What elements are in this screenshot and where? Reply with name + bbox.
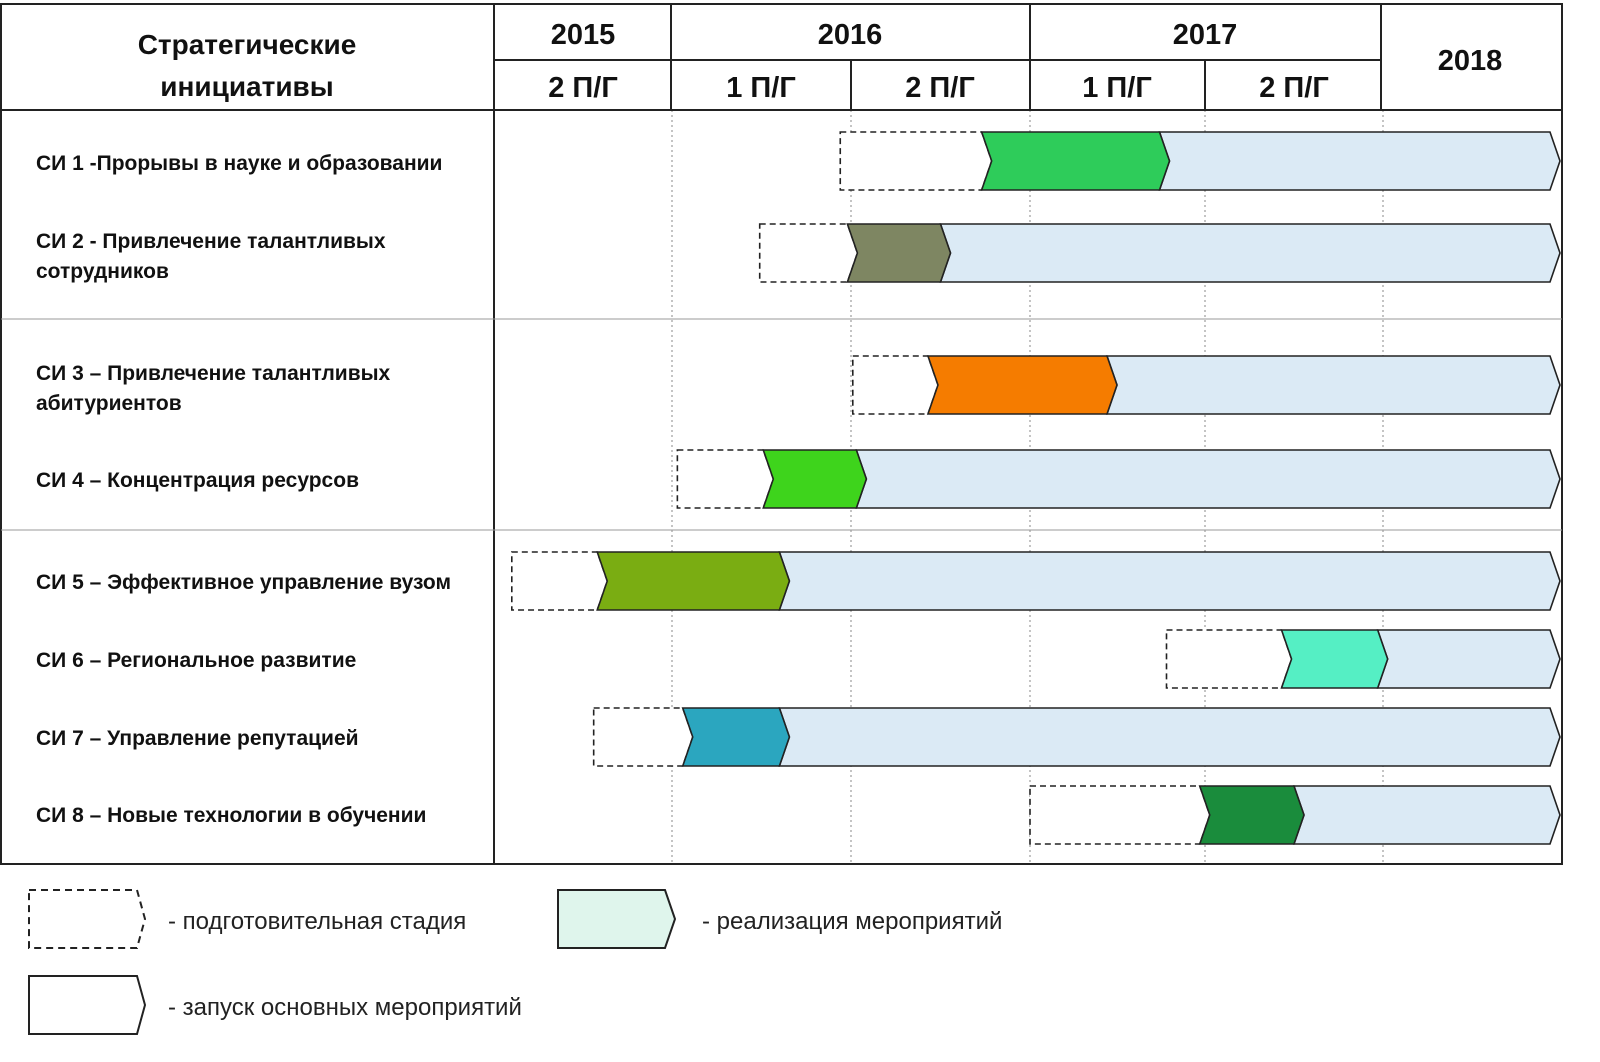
bar-implementation-si8 xyxy=(1292,785,1561,845)
bar-launch-si5 xyxy=(596,551,791,611)
bar-implementation-si5 xyxy=(778,551,1561,611)
initiative-label-si3: абитуриентов xyxy=(36,392,182,415)
bar-implementation-si2 xyxy=(939,223,1561,283)
bar-launch-si4 xyxy=(762,449,868,509)
table-border xyxy=(0,3,1563,865)
bar-launch-si3 xyxy=(926,355,1118,415)
bar-preparation-si4 xyxy=(676,449,775,509)
bar-implementation-si3 xyxy=(1105,355,1561,415)
initiative-label-si5: СИ 5 – Эффективное управление вузом xyxy=(36,571,451,594)
legend-text-preparation: - подготовительная стадия xyxy=(168,908,466,935)
initiative-label-si3: СИ 3 – Привлечение талантливых xyxy=(36,362,391,385)
bar-preparation-si2 xyxy=(758,223,859,283)
bar-preparation-si1 xyxy=(839,131,993,191)
initiative-label-si2: СИ 2 - Привлечение талантливых xyxy=(36,230,386,253)
header-year-2016: 2016 xyxy=(818,19,883,51)
header-year-2018: 2018 xyxy=(1438,45,1503,77)
bar-launch-si1 xyxy=(980,131,1171,191)
bar-implementation-si6 xyxy=(1376,629,1561,689)
legend-swatch-preparation xyxy=(28,889,147,949)
initiative-label-si2: сотрудников xyxy=(36,260,169,283)
header-initiatives-label: Стратегические xyxy=(138,29,357,60)
initiative-label-si8: СИ 8 – Новые технологии в обучении xyxy=(36,804,426,827)
bar-implementation-si7 xyxy=(778,707,1561,767)
bar-implementation-si1 xyxy=(1158,131,1561,191)
bar-preparation-si5 xyxy=(510,551,609,611)
bar-preparation-si3 xyxy=(851,355,939,415)
initiative-label-si1: СИ 1 -Прорывы в науке и образовании xyxy=(36,152,442,175)
legend-text-implementation: - реализация мероприятий xyxy=(702,908,1002,935)
legend-swatch-implementation xyxy=(557,889,677,949)
legend-text-launch: - запуск основных мероприятий xyxy=(168,994,522,1021)
header-half-2017-5: 2 П/Г xyxy=(1259,72,1329,104)
bar-implementation-si4 xyxy=(855,449,1561,509)
initiative-label-si7: СИ 7 – Управление репутацией xyxy=(36,727,359,750)
initiative-label-si4: СИ 4 – Концентрация ресурсов xyxy=(36,469,359,492)
header-half-2015-1: 2 П/Г xyxy=(548,72,618,104)
bar-preparation-si6 xyxy=(1165,629,1293,689)
bar-launch-si6 xyxy=(1280,629,1389,689)
header-year-2017: 2017 xyxy=(1173,19,1238,51)
header-initiatives-label: инициативы xyxy=(160,71,333,102)
initiative-label-si6: СИ 6 – Региональное развитие xyxy=(36,649,356,672)
bar-launch-si7 xyxy=(681,707,791,767)
header-half-2017-4: 1 П/Г xyxy=(1082,72,1152,104)
header-half-2016-2: 1 П/Г xyxy=(726,72,796,104)
bar-preparation-si8 xyxy=(1029,785,1211,845)
header-year-2015: 2015 xyxy=(551,19,616,51)
bar-launch-si8 xyxy=(1198,785,1305,845)
bar-preparation-si7 xyxy=(592,707,694,767)
bar-launch-si2 xyxy=(846,223,952,283)
header-half-2016-3: 2 П/Г xyxy=(905,72,975,104)
legend-swatch-launch xyxy=(28,975,147,1035)
